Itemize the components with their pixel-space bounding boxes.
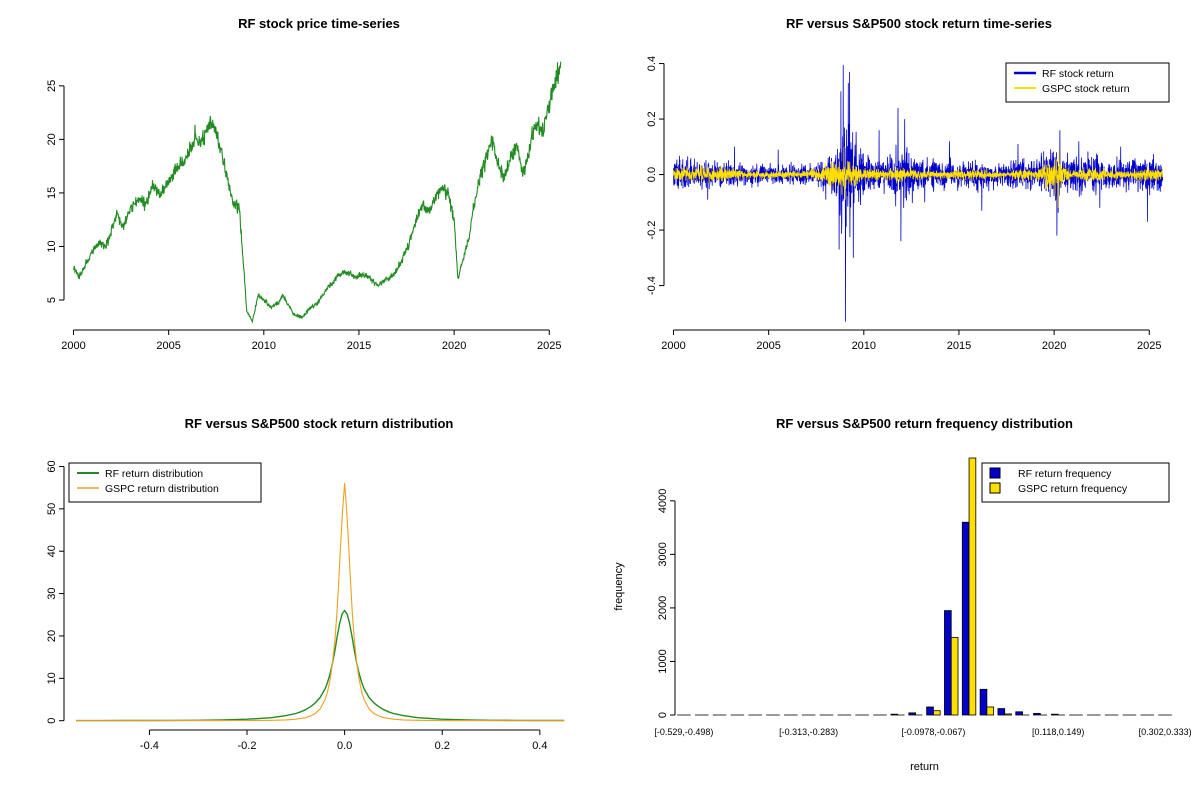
y-tick-label: 0 bbox=[657, 712, 669, 718]
y-tick-label: 30 bbox=[46, 587, 58, 599]
x-tick-label: 2020 bbox=[442, 340, 466, 352]
x-bin-label: [0.302,0.333) bbox=[1139, 727, 1192, 737]
y-tick-label: -0.4 bbox=[646, 276, 658, 295]
x-tick-label: 2010 bbox=[252, 340, 276, 352]
y-tick-label: 3000 bbox=[657, 542, 669, 566]
y-tick-label: 4000 bbox=[657, 489, 669, 513]
y-tick-label: 60 bbox=[46, 460, 58, 472]
bar bbox=[908, 712, 916, 716]
y-tick-label: 50 bbox=[46, 503, 58, 515]
y-tick-label: 10 bbox=[46, 240, 58, 252]
x-tick-label: 2015 bbox=[347, 340, 371, 352]
legend-box bbox=[68, 462, 262, 503]
axes: 2000 2005 2010 2015 2020 2025 -0.4 -0.2 0.0 0.2 0.… bbox=[646, 56, 1162, 352]
x-tick-label: 0.2 bbox=[435, 740, 450, 752]
legend-label-gspc-return-distribution: GSPC return distribution bbox=[105, 483, 219, 495]
legend-label-rf-return-frequency: RF return frequency bbox=[1018, 468, 1112, 480]
bar bbox=[986, 706, 995, 716]
series-rf-stock-price bbox=[72, 61, 562, 324]
legend: RF stock return GSPC stock return bbox=[1005, 62, 1170, 103]
x-tick-label: 0.0 bbox=[337, 740, 352, 752]
legend: RF return frequency GSPC return frequency bbox=[981, 462, 1170, 503]
legend-label-rf-return-distribution: RF return distribution bbox=[105, 468, 203, 480]
bar bbox=[961, 521, 970, 716]
x-bin-label: [-0.0978,-0.067) bbox=[901, 727, 965, 737]
bar bbox=[933, 710, 941, 716]
y-tick-label: 0 bbox=[46, 718, 58, 724]
chart-title-price-time-series: RF stock price time-series bbox=[238, 16, 400, 31]
bar bbox=[944, 610, 952, 716]
y-tick-label: 0.2 bbox=[646, 111, 658, 126]
legend-label-rf-stock-return: RF stock return bbox=[1042, 68, 1114, 80]
legend-box bbox=[981, 462, 1170, 503]
x-tick-label: 2015 bbox=[947, 340, 971, 352]
y-tick-label: 10 bbox=[46, 672, 58, 684]
y-tick-label: -0.2 bbox=[646, 221, 658, 240]
series-gspc-return-distribution bbox=[76, 482, 565, 722]
return-distribution-chart: -0.4 -0.2 0.0 0.2 0.4 0 10 20 30 40 50 60 RF return … bbox=[46, 460, 565, 752]
axes: -0.4 -0.2 0.0 0.2 0.4 0 10 20 30 40 50 60 bbox=[46, 460, 547, 752]
y-tick-label: 2000 bbox=[657, 596, 669, 620]
legend-box bbox=[1005, 62, 1170, 103]
y-tick-label: 20 bbox=[46, 630, 58, 642]
x-tick-label: -0.4 bbox=[140, 740, 159, 752]
bar bbox=[1015, 711, 1023, 716]
bar bbox=[997, 708, 1006, 716]
y-tick-label: 0.4 bbox=[646, 56, 658, 71]
axes: 0 1000 2000 3000 4000 bbox=[657, 489, 676, 718]
legend-label-gspc-return-frequency: GSPC return frequency bbox=[1018, 483, 1128, 495]
chart-title-return-distribution: RF versus S&P500 stock return distributi… bbox=[184, 416, 454, 431]
x-tick-label: 2005 bbox=[156, 340, 180, 352]
panel-return-frequency: RF versus S&P500 return frequency distri… bbox=[600, 400, 1200, 800]
x-tick-label: 2010 bbox=[852, 340, 876, 352]
legend-swatch-gspc-return-frequency bbox=[989, 482, 1001, 494]
x-tick-label: -0.2 bbox=[238, 740, 257, 752]
series-gspc-return-frequency bbox=[683, 457, 1172, 716]
x-tick-label: 2005 bbox=[756, 340, 780, 352]
y-tick-label: 1000 bbox=[657, 649, 669, 673]
x-tick-label: 2020 bbox=[1042, 340, 1066, 352]
y-axis-title: frequency bbox=[613, 562, 625, 611]
bar bbox=[950, 636, 959, 716]
return-frequency-chart: 0 1000 2000 3000 4000 [-0.529,-0.498) [-0.313,… bbox=[613, 457, 1192, 773]
panel-return-distribution: RF versus S&P500 stock return distributi… bbox=[0, 400, 600, 800]
y-tick-label: 5 bbox=[46, 297, 58, 303]
bar bbox=[968, 457, 977, 716]
bar bbox=[1004, 713, 1012, 716]
x-tick-label: 2000 bbox=[61, 340, 85, 352]
series-gspc-stock-return bbox=[673, 146, 1163, 208]
x-axis-title: return bbox=[910, 761, 939, 773]
chart-title-return-time-series: RF versus S&P500 stock return time-serie… bbox=[786, 16, 1052, 31]
legend-swatch-rf-return-frequency bbox=[989, 467, 1001, 479]
y-tick-label: 20 bbox=[46, 133, 58, 145]
y-tick-label: 25 bbox=[46, 80, 58, 92]
x-tick-label: 2000 bbox=[661, 340, 685, 352]
y-tick-label: 15 bbox=[46, 187, 58, 199]
x-tick-label: 0.4 bbox=[532, 740, 547, 752]
x-tick-label: 2025 bbox=[1137, 340, 1161, 352]
legend: RF return distribution GSPC return distri… bbox=[68, 462, 262, 503]
legend-label-gspc-stock-return: GSPC stock return bbox=[1042, 83, 1130, 95]
return-time-series-chart: 2000 2005 2010 2015 2020 2025 -0.4 -0.2 0.0 0.2 0.… bbox=[646, 56, 1170, 352]
x-bin-label: [0.118,0.149) bbox=[1032, 727, 1084, 737]
series-rf-return-frequency bbox=[677, 521, 1166, 716]
y-tick-label: 0.0 bbox=[646, 167, 658, 182]
chart-title-return-frequency: RF versus S&P500 return frequency distri… bbox=[776, 416, 1073, 431]
bar bbox=[1033, 712, 1041, 716]
bar bbox=[890, 713, 899, 716]
panel-return-time-series: RF versus S&P500 stock return time-serie… bbox=[600, 0, 1200, 400]
panel-price-time-series: RF stock price time-series 2000 2005 2010 2… bbox=[0, 0, 600, 400]
y-tick-label: 40 bbox=[46, 545, 58, 557]
bar bbox=[979, 688, 988, 716]
series-rf-stock-return bbox=[673, 64, 1163, 322]
x-bin-label: [-0.529,-0.498) bbox=[654, 727, 713, 737]
x-tick-label: 2025 bbox=[537, 340, 561, 352]
x-bin-label: [-0.313,-0.283) bbox=[779, 727, 838, 737]
bar bbox=[926, 706, 934, 716]
series-rf-return-distribution bbox=[76, 609, 565, 722]
bar bbox=[1050, 713, 1059, 716]
